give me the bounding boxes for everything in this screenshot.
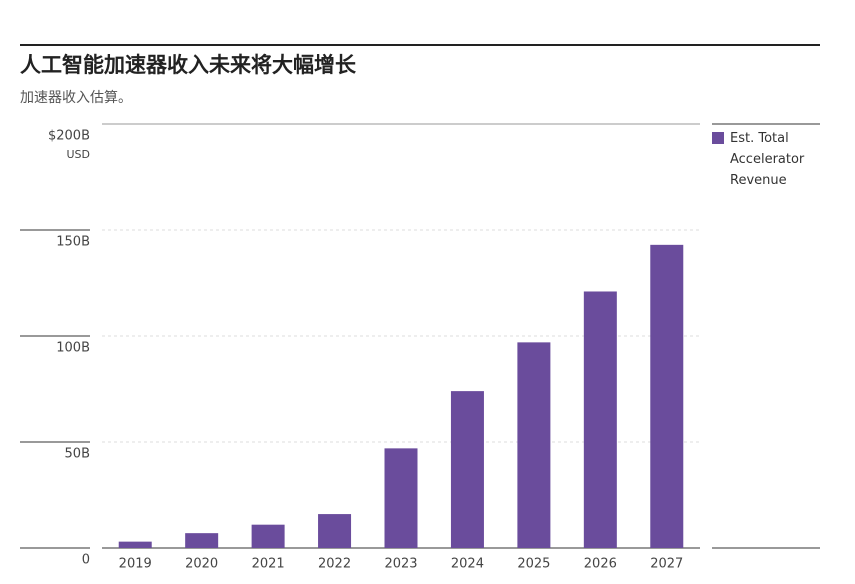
x-tick-label: 2025	[517, 557, 550, 572]
x-tick-label: 2027	[650, 557, 683, 572]
bar	[450, 391, 484, 548]
x-tick-label: 2023	[384, 557, 417, 572]
bar	[251, 524, 285, 548]
chart-title: 人工智能加速器收入未来将大幅增长	[20, 53, 357, 77]
y-tick-label: 100B	[56, 341, 90, 356]
y-tick-label: 50B	[65, 447, 90, 462]
x-tick-label: 2024	[451, 557, 484, 572]
y-tick-label: $200B	[48, 129, 90, 144]
bar	[650, 244, 684, 548]
bar	[517, 342, 551, 548]
x-tick-label: 2022	[318, 557, 351, 572]
bar	[118, 541, 152, 548]
legend-label: Est. Total Accelerator Revenue	[730, 131, 805, 188]
bar	[384, 448, 418, 548]
chart-subtitle: 加速器收入估算。	[20, 90, 132, 106]
x-tick-label: 2020	[185, 557, 218, 572]
y-unit: USD	[66, 148, 90, 161]
legend-swatch	[712, 132, 724, 144]
x-tick-label: 2021	[252, 557, 285, 572]
y-tick-label: 150B	[56, 235, 90, 250]
x-tick-label: 2026	[584, 557, 617, 572]
bar	[318, 514, 352, 548]
x-tick-label: 2019	[119, 557, 152, 572]
bar	[185, 533, 219, 548]
y-tick-label: 0	[82, 553, 90, 568]
bar	[583, 291, 617, 548]
